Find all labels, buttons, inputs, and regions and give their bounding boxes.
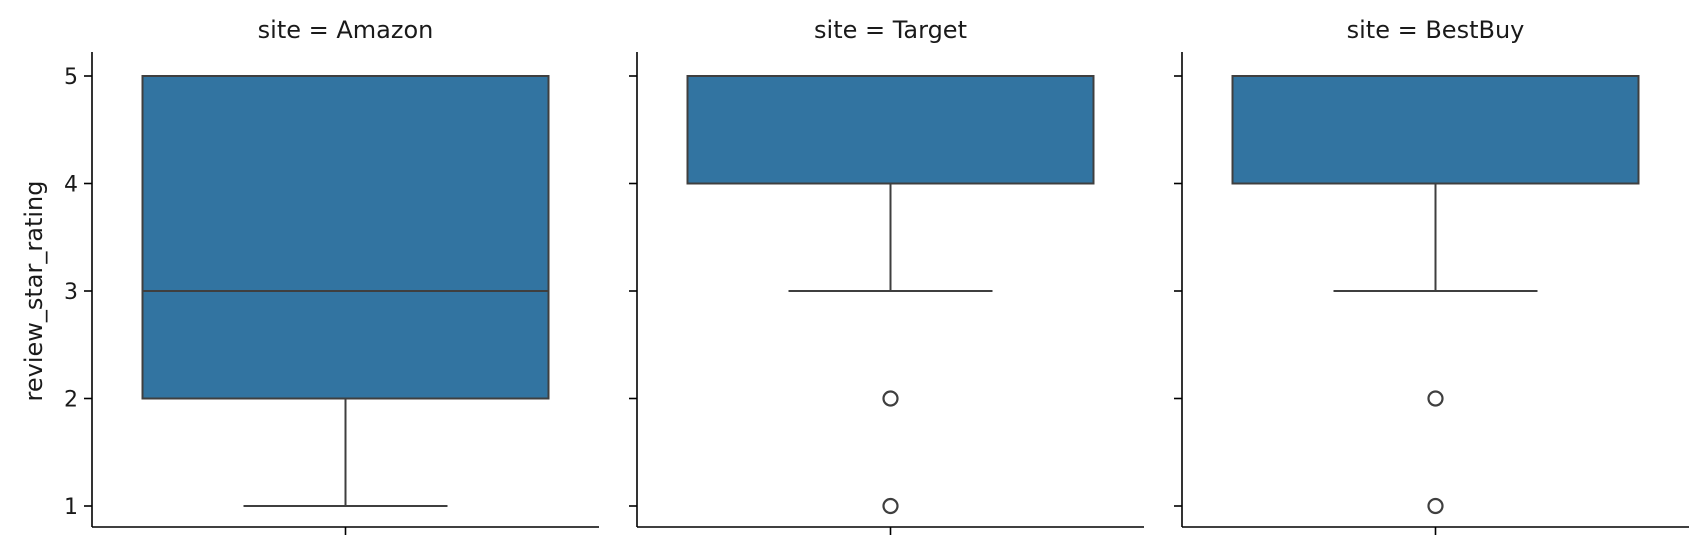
box-iqr	[1231, 75, 1640, 185]
box-iqr	[686, 75, 1095, 185]
y-axis-label: review_star_rating	[20, 181, 48, 402]
outlier-point	[1427, 390, 1444, 407]
y-tick-label: 3	[64, 280, 78, 305]
outlier-point	[1427, 497, 1444, 515]
outlier-point	[882, 390, 899, 407]
y-tick-label: 1	[64, 495, 78, 520]
panel-title: site = Target	[814, 16, 967, 44]
panel-title: site = BestBuy	[1347, 16, 1525, 44]
y-tick-label: 5	[64, 65, 78, 90]
y-tick-label: 2	[64, 388, 78, 413]
panel-title: site = Amazon	[258, 16, 434, 44]
box-iqr	[141, 75, 550, 400]
y-tick-label: 4	[64, 173, 78, 198]
outlier-point	[882, 497, 899, 515]
